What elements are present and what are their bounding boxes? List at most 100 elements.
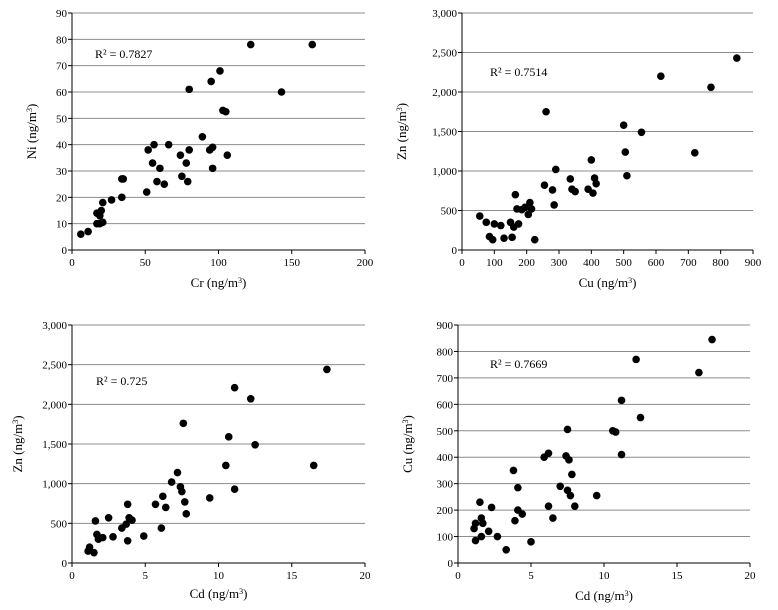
- data-point: [479, 519, 487, 528]
- data-point: [490, 220, 499, 228]
- data-point: [144, 146, 152, 154]
- y-tick-label: 20: [56, 192, 68, 204]
- data-point: [544, 502, 553, 510]
- data-point: [118, 193, 126, 202]
- data-point: [695, 368, 703, 377]
- x-tick-label: 0: [459, 257, 465, 269]
- data-point: [182, 159, 191, 167]
- data-point: [222, 107, 230, 116]
- y-tick-label: 700: [437, 373, 454, 385]
- data-point: [617, 450, 626, 459]
- data-point: [90, 548, 98, 557]
- data-point: [107, 196, 116, 204]
- y-tick-label: 400: [437, 452, 454, 464]
- y-tick-label: 2,000: [432, 87, 457, 99]
- y-tick-label: 2,000: [42, 399, 67, 411]
- x-axis-title: Cu (ng/m3): [579, 275, 637, 290]
- y-tick-label: 0: [448, 558, 454, 570]
- data-point: [164, 140, 173, 149]
- data-point: [589, 189, 597, 197]
- x-tick-label: 150: [284, 257, 301, 269]
- data-point: [122, 520, 131, 528]
- data-point: [571, 187, 579, 196]
- scatter-panel-4: 0 100 200 300 400 500 600 700 800 900 0 5 10 15 20 Cd (…: [400, 320, 756, 603]
- y-axis-title: Zn (ng/m3): [394, 103, 409, 160]
- y-tick-label: 0: [62, 245, 68, 257]
- data-point: [733, 54, 741, 62]
- y-axis-title: Cu (ng/m3): [400, 415, 415, 473]
- y-tick-label: 3,000: [42, 320, 67, 332]
- data-point: [500, 234, 508, 242]
- data-point: [208, 164, 217, 173]
- data-point: [323, 365, 331, 374]
- data-point: [509, 466, 518, 475]
- data-point: [551, 165, 560, 174]
- data-point: [657, 72, 665, 80]
- x-tick-label: 10: [599, 570, 611, 582]
- x-tick-label: 0: [69, 570, 75, 582]
- data-point: [617, 396, 626, 405]
- y-tick-label: 60: [56, 87, 68, 99]
- r-squared-annotation: R² = 0.7669: [490, 357, 547, 371]
- y-tick-label: 40: [56, 140, 68, 152]
- x-axis-title: Cd (ng/m3): [575, 588, 633, 603]
- y-tick-label: 30: [56, 166, 68, 178]
- x-tick-label: 100: [210, 257, 227, 269]
- x-tick-label: 20: [360, 570, 372, 582]
- x-tick-label: 100: [486, 257, 503, 269]
- data-point: [482, 218, 491, 227]
- data-point: [592, 179, 600, 188]
- data-point: [123, 536, 132, 545]
- data-point: [160, 180, 169, 188]
- data-point: [151, 500, 160, 509]
- x-tick-label: 600: [648, 257, 665, 269]
- y-tick-label: 1,500: [42, 439, 67, 451]
- data-point: [471, 536, 480, 545]
- y-tick-label: 10: [56, 219, 68, 231]
- data-point: [85, 543, 94, 551]
- data-point: [568, 470, 576, 479]
- data-point: [497, 221, 505, 230]
- data-point: [632, 355, 640, 364]
- data-point: [139, 532, 148, 540]
- data-point: [251, 440, 259, 449]
- data-point: [123, 500, 132, 509]
- y-tick-label: 3,000: [432, 8, 457, 20]
- data-point: [183, 177, 192, 186]
- x-tick-label: 10: [213, 570, 225, 582]
- data-point: [493, 532, 502, 541]
- data-point: [222, 461, 230, 470]
- x-axis-title: Cr (ng/m3): [191, 275, 247, 290]
- data-point: [623, 171, 631, 180]
- data-point: [98, 218, 107, 227]
- data-point: [230, 485, 239, 494]
- data-point: [571, 502, 579, 510]
- data-point: [309, 461, 318, 470]
- data-point: [119, 175, 128, 183]
- y-tick-label: 800: [437, 346, 454, 358]
- x-tick-label: 15: [672, 570, 684, 582]
- data-point: [91, 517, 100, 525]
- r-squared-annotation: R² = 0.7827: [95, 47, 152, 61]
- data-point: [527, 205, 536, 213]
- r-squared-annotation: R² = 0.725: [96, 374, 147, 388]
- y-tick-label: 1,500: [432, 127, 457, 139]
- data-point: [96, 211, 104, 220]
- x-tick-label: 50: [140, 257, 152, 269]
- data-point: [148, 159, 157, 167]
- data-point: [621, 148, 630, 156]
- data-point: [502, 545, 510, 554]
- data-point: [530, 235, 539, 244]
- data-point: [526, 198, 534, 207]
- data-point: [544, 449, 553, 458]
- data-point: [167, 478, 176, 486]
- data-point: [109, 533, 117, 541]
- data-point: [277, 88, 286, 96]
- x-tick-label: 0: [69, 257, 75, 269]
- scatter-panel-3: 0 500 1,000 1,500 2,000 2,500 3,000 0 5 10 15 20 Cd …: [10, 320, 371, 601]
- x-axis-title: Cd (ng/m3): [190, 586, 248, 601]
- scatter-panel-1: 0 10 20 30 40 50 60 70 80 90 0 50 100 150 200 Cr (ng/m3…: [24, 8, 374, 290]
- scatter-panel-2: 0 500 1,000 1,500 2,000 2,500 3,000 0 100 200 300 4…: [394, 8, 762, 290]
